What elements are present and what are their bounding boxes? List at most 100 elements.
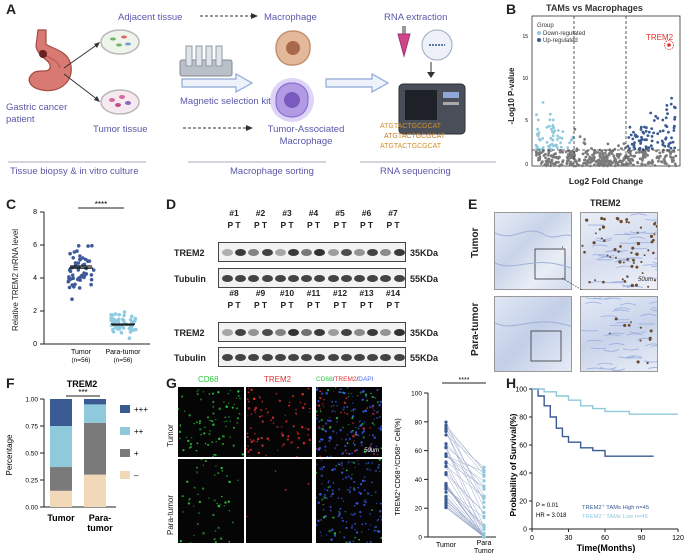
g-tumor-point	[444, 505, 448, 509]
trem2-band	[367, 249, 379, 256]
g-para-point	[482, 510, 486, 515]
if-signal	[357, 463, 360, 465]
if-signal	[342, 408, 345, 411]
ihc-stain-dot	[625, 218, 629, 221]
f-bar-segment	[84, 422, 106, 475]
sample-label: #13	[359, 288, 374, 298]
if-signal	[197, 493, 199, 496]
if-signal	[367, 468, 369, 470]
c-ytick-2: 2	[33, 308, 37, 315]
volcano-point	[613, 159, 617, 163]
c-data-point	[78, 257, 82, 262]
if-signal	[328, 485, 332, 488]
ihc-fiber	[655, 268, 657, 270]
blot-trem2-top	[218, 242, 406, 262]
g-pair-line	[445, 474, 485, 538]
f-xtick-para-2: tumor	[87, 523, 113, 533]
e-title: TREM2	[590, 198, 621, 208]
if-signal	[343, 406, 346, 409]
volcano-point	[559, 141, 562, 145]
macrophage-cell-icon	[275, 30, 311, 66]
c-data-point	[73, 261, 78, 265]
sample-label: #2	[255, 208, 266, 218]
if-signal	[320, 438, 323, 441]
tubulin-band	[248, 275, 260, 282]
c-data-point	[116, 320, 121, 324]
if-signal	[334, 400, 337, 403]
f-legend-label: –	[134, 471, 139, 480]
if-signal	[364, 409, 368, 413]
volcano-point	[607, 152, 611, 156]
if-signal	[247, 407, 251, 410]
g-para-point	[482, 524, 486, 529]
volcano-point	[610, 152, 614, 156]
volcano-point	[589, 164, 592, 168]
lane-label: P T	[359, 220, 374, 230]
g-tumor-point	[444, 484, 448, 488]
if-tumor-trem2	[246, 387, 312, 457]
if-signal	[218, 437, 221, 441]
if-signal	[299, 401, 302, 404]
adjacent-tissue-label: Adjacent tissue	[118, 12, 183, 23]
if-signal	[373, 424, 375, 426]
if-signal	[376, 416, 379, 420]
if-signal	[338, 510, 340, 513]
volcano-point	[537, 131, 541, 134]
if-signal	[291, 394, 295, 398]
if-signal	[190, 445, 193, 448]
if-signal	[335, 464, 337, 467]
volcano-point	[558, 150, 562, 154]
if-signal	[339, 388, 342, 390]
if-signal	[352, 429, 354, 432]
if-signal	[268, 439, 271, 442]
panel-b-volcano: TAMs vs Macrophages TREM2 Group Down-reg…	[506, 0, 685, 190]
if-signal	[353, 449, 357, 453]
trem2-band	[314, 329, 326, 336]
if-signal	[348, 423, 350, 426]
c-data-point	[90, 243, 94, 248]
volcano-point	[640, 150, 644, 154]
volcano-point	[667, 142, 671, 146]
if-signal	[301, 406, 304, 409]
volcano-point	[552, 131, 555, 135]
h-xtick-label: 120	[672, 535, 684, 542]
ihc-fiber	[614, 259, 631, 263]
ihc-fiber	[602, 349, 620, 352]
volcano-point	[541, 160, 544, 164]
if-signal	[361, 423, 364, 425]
if-signal	[321, 498, 324, 501]
panel-e-ihc: TREM2 Tumor Para-tumor 50um	[468, 196, 685, 374]
if-signal	[185, 436, 188, 439]
if-signal	[231, 406, 234, 409]
blot-label-tubulin-bottom: Tubulin	[174, 353, 206, 363]
trem2-band	[248, 249, 260, 256]
c-data-point	[111, 320, 115, 325]
if-signal	[354, 522, 357, 525]
ihc-fiber	[604, 334, 621, 336]
volcano-point	[641, 159, 644, 162]
volcano-point	[552, 126, 556, 130]
if-signal	[292, 425, 295, 428]
volcano-point	[538, 155, 542, 159]
g-ylabel: TREM2⁺CD68⁺/CD68⁺ Cell(%)	[394, 418, 402, 515]
c-n-para: (n=56)	[114, 357, 133, 364]
magnetic-kit-label: Magnetic selection kit	[180, 96, 271, 107]
if-signal	[334, 410, 337, 413]
if-signal	[266, 411, 270, 414]
if-signal	[217, 504, 221, 508]
g-tumor-point	[444, 442, 448, 446]
volcano-point	[597, 158, 601, 162]
if-signal	[324, 430, 328, 433]
if-signal	[233, 426, 236, 429]
g-row-tumor: Tumor	[166, 424, 175, 447]
ihc-fiber	[590, 347, 607, 349]
g-tumor-point	[444, 498, 448, 503]
volcano-point	[632, 145, 636, 149]
if-signal	[237, 395, 240, 397]
if-signal	[195, 449, 198, 452]
volcano-point	[644, 152, 647, 156]
c-ytick-0: 0	[33, 341, 37, 348]
ytick-10: 10	[522, 76, 528, 82]
c-data-point	[130, 314, 134, 319]
volcano-point	[539, 151, 543, 155]
